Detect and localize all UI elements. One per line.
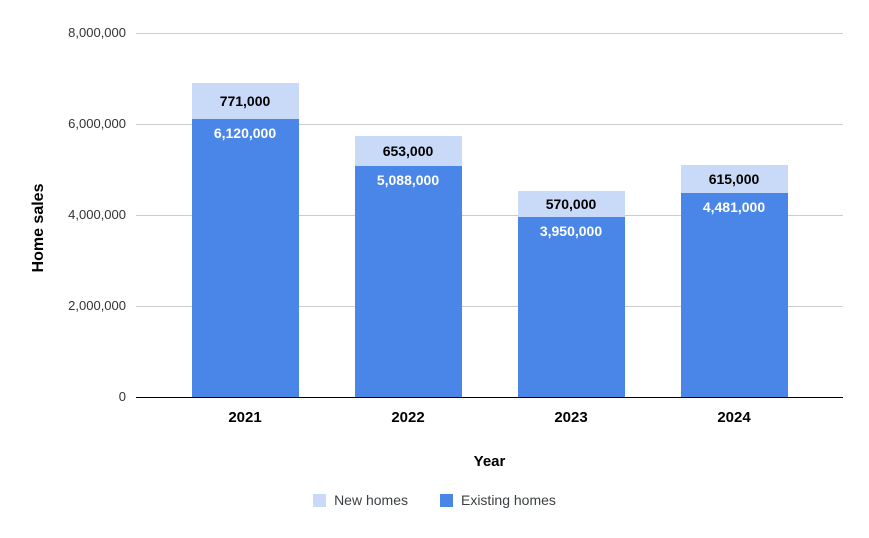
y-tick-label: 4,000,000 [68, 207, 126, 222]
data-label-new-homes-2021: 771,000 [219, 93, 271, 109]
data-label-existing-homes-2024: 4,481,000 [702, 199, 766, 216]
data-label-new-homes-2022: 653,000 [382, 142, 434, 159]
x-tick-label-2024: 2024 [717, 409, 751, 426]
plot-area: 0 2,000,000 4,000,000 6,000,000 8,000,000 771… [68, 25, 843, 426]
y-tick-label: 2,000,000 [68, 298, 126, 313]
segment-new-homes-2023: 570,000 [517, 191, 625, 218]
segment-existing-homes-2021: 6,120,000 [191, 118, 299, 397]
legend-label: Existing homes [460, 492, 556, 508]
gridline [136, 32, 843, 34]
legend-item-existing-homes: Existing homes [439, 492, 556, 508]
data-label-existing-homes-2023: 3,950,000 [539, 223, 603, 240]
bar-2021: 771,000 6,120,000 [191, 83, 299, 397]
y-tick-label: 0 [118, 389, 126, 404]
bar-2024: 615,000 4,481,000 [680, 165, 788, 397]
y-tick-label: 6,000,000 [68, 116, 126, 131]
segment-new-homes-2021: 771,000 [191, 83, 299, 119]
legend-swatch-icon [313, 493, 327, 507]
gridline [136, 123, 843, 125]
data-label-new-homes-2023: 570,000 [545, 196, 597, 213]
segment-existing-homes-2024: 4,481,000 [680, 193, 788, 397]
y-axis-title: Home sales [30, 183, 47, 273]
bar-2022: 653,000 5,088,000 [354, 135, 462, 397]
segment-existing-homes-2022: 5,088,000 [354, 165, 462, 397]
segment-new-homes-2024: 615,000 [680, 165, 788, 194]
segment-new-homes-2022: 653,000 [354, 135, 462, 166]
legend-swatch-icon [439, 493, 453, 507]
x-tick-label-2021: 2021 [228, 409, 262, 426]
legend: New homes Existing homes [0, 492, 869, 508]
segment-existing-homes-2023: 3,950,000 [517, 217, 625, 397]
gridline [136, 305, 843, 307]
x-tick-label-2022: 2022 [391, 409, 425, 426]
data-label-existing-homes-2022: 5,088,000 [376, 171, 440, 188]
gridline [136, 214, 843, 216]
legend-label: New homes [334, 492, 408, 508]
y-tick-label: 8,000,000 [68, 25, 126, 40]
x-axis-title: Year [473, 453, 506, 470]
legend-item-new-homes: New homes [313, 492, 408, 508]
x-tick-label-2023: 2023 [554, 409, 588, 426]
bar-2023: 570,000 3,950,000 [517, 191, 625, 397]
data-label-new-homes-2024: 615,000 [708, 171, 760, 188]
data-label-existing-homes-2021: 6,120,000 [213, 124, 277, 141]
